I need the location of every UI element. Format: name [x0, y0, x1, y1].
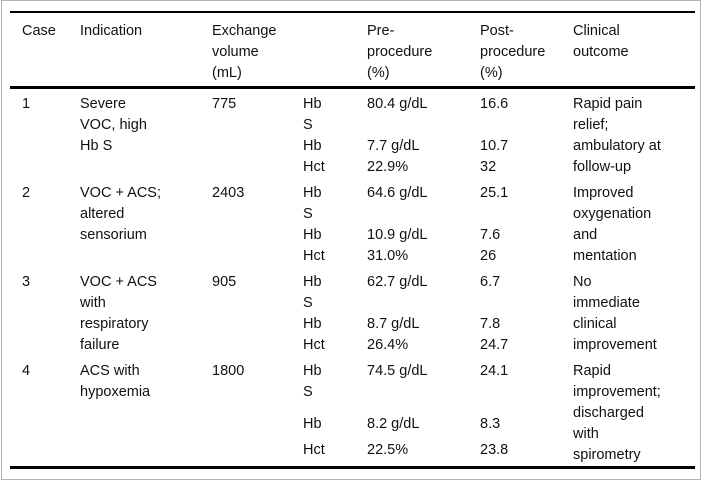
- exchange-volume-cell: 905: [212, 274, 237, 290]
- lab-name-cell: Hb S: [303, 274, 322, 311]
- post-procedure-cell: 7.6: [480, 227, 501, 243]
- lab-sub-row: Hb 10.9 g/dL 7.6: [10, 225, 695, 246]
- post-procedure-cell: 24.1: [480, 363, 509, 379]
- header-row: Case Indication Exchange volume (mL) Pre…: [10, 12, 695, 88]
- lab-name-cell: Hct: [303, 248, 325, 264]
- clinical-outcome-cell: No immediate clinical improvement: [573, 274, 657, 353]
- exchange-volume-cell: 1800: [212, 363, 245, 379]
- lab-name-cell: Hct: [303, 159, 325, 175]
- post-procedure-cell: 26: [480, 248, 497, 264]
- lab-name-cell: Hb: [303, 415, 322, 432]
- case-number-cell: 4: [22, 363, 31, 379]
- lab-sub-row: Hct 26.4% 24.7: [10, 335, 695, 356]
- exchange-volume-cell: 2403: [212, 185, 245, 201]
- table-header: Case Indication Exchange volume (mL) Pre…: [10, 12, 695, 88]
- indication-cell: VOC + ACS with respiratory failure: [80, 274, 157, 353]
- post-procedure-cell: 8.3: [480, 415, 501, 432]
- pre-procedure-cell: 26.4%: [367, 337, 409, 353]
- pre-procedure-cell: 74.5 g/dL: [367, 363, 428, 379]
- case-row: 1 Severe VOC, high Hb S 775 Hb S 80.4 g/…: [10, 88, 695, 175]
- clinical-outcome-cell: Rapid improvement; discharged with spiro…: [573, 363, 661, 463]
- lab-name-cell: Hb S: [303, 185, 322, 222]
- lab-sub-row: Hb 8.7 g/dL 7.8: [10, 314, 695, 335]
- pre-procedure-cell: 7.7 g/dL: [367, 138, 420, 154]
- header-clinical-outcome: Clinical outcome: [573, 23, 629, 60]
- lab-name-cell: Hb S: [303, 96, 322, 133]
- lab-name-cell: Hb: [303, 227, 322, 243]
- case-number-cell: 1: [22, 96, 31, 112]
- lab-name-cell: Hct: [303, 441, 325, 458]
- indication-cell: Severe VOC, high Hb S: [80, 96, 147, 154]
- pre-procedure-cell: 22.9%: [367, 159, 409, 175]
- lab-sub-row: Hct 31.0% 26: [10, 246, 695, 267]
- pre-procedure-cell: 8.2 g/dL: [367, 415, 420, 432]
- exchange-transfusion-cases-table: Case Indication Exchange volume (mL) Pre…: [10, 11, 695, 469]
- clinical-outcome-cell: Improved oxygenation and mentation: [573, 185, 652, 264]
- pre-procedure-cell: 10.9 g/dL: [367, 227, 428, 243]
- lab-name-cell: Hb: [303, 138, 322, 154]
- pre-procedure-cell: 80.4 g/dL: [367, 96, 428, 112]
- pre-procedure-cell: 8.7 g/dL: [367, 316, 420, 332]
- indication-cell: VOC + ACS; altered sensorium: [80, 185, 161, 243]
- case-row: 2 VOC + ACS; altered sensorium 2403 Hb S…: [10, 178, 695, 264]
- case-number-cell: 2: [22, 185, 31, 201]
- header-lab: [303, 12, 367, 88]
- case-row: 4 ACS with hypoxemia 1800 Hb S 74.5 g/dL…: [10, 356, 695, 463]
- pre-procedure-cell: 64.6 g/dL: [367, 185, 428, 201]
- indication-cell: ACS with hypoxemia: [80, 363, 151, 400]
- clinical-outcome-cell: Rapid pain relief; ambulatory at follow-…: [573, 96, 661, 175]
- lab-sub-row: Hb 7.7 g/dL 10.7: [10, 136, 695, 157]
- lab-sub-row: Hct 22.5% 23.8: [10, 440, 695, 468]
- header-case: Case: [22, 23, 56, 39]
- case-number-cell: 3: [22, 274, 31, 290]
- lab-name-cell: Hb: [303, 316, 322, 332]
- lab-name-cell: Hb S: [303, 363, 322, 400]
- exchange-volume-cell: 775: [212, 96, 237, 112]
- header-pre-procedure: Pre- procedure (%): [367, 23, 433, 81]
- post-procedure-cell: 32: [480, 159, 497, 175]
- post-procedure-cell: 16.6: [480, 96, 509, 112]
- case-row: 3 VOC + ACS with respiratory failure 905…: [10, 267, 695, 353]
- post-procedure-cell: 23.8: [480, 441, 509, 458]
- header-post-procedure: Post- procedure (%): [480, 23, 546, 81]
- post-procedure-cell: 7.8: [480, 316, 501, 332]
- post-procedure-cell: 24.7: [480, 337, 509, 353]
- lab-sub-row: Hct 22.9% 32: [10, 157, 695, 178]
- post-procedure-cell: 6.7: [480, 274, 501, 290]
- pre-procedure-cell: 62.7 g/dL: [367, 274, 428, 290]
- table-body: 1 Severe VOC, high Hb S 775 Hb S 80.4 g/…: [10, 88, 695, 468]
- lab-name-cell: Hct: [303, 337, 325, 353]
- lab-sub-row: Hb 8.2 g/dL 8.3: [10, 414, 695, 440]
- pre-procedure-cell: 31.0%: [367, 248, 409, 264]
- header-indication: Indication: [80, 23, 143, 39]
- post-procedure-cell: 25.1: [480, 185, 509, 201]
- post-procedure-cell: 10.7: [480, 138, 509, 154]
- header-exchange-volume: Exchange volume (mL): [212, 23, 277, 81]
- pre-procedure-cell: 22.5%: [367, 441, 409, 458]
